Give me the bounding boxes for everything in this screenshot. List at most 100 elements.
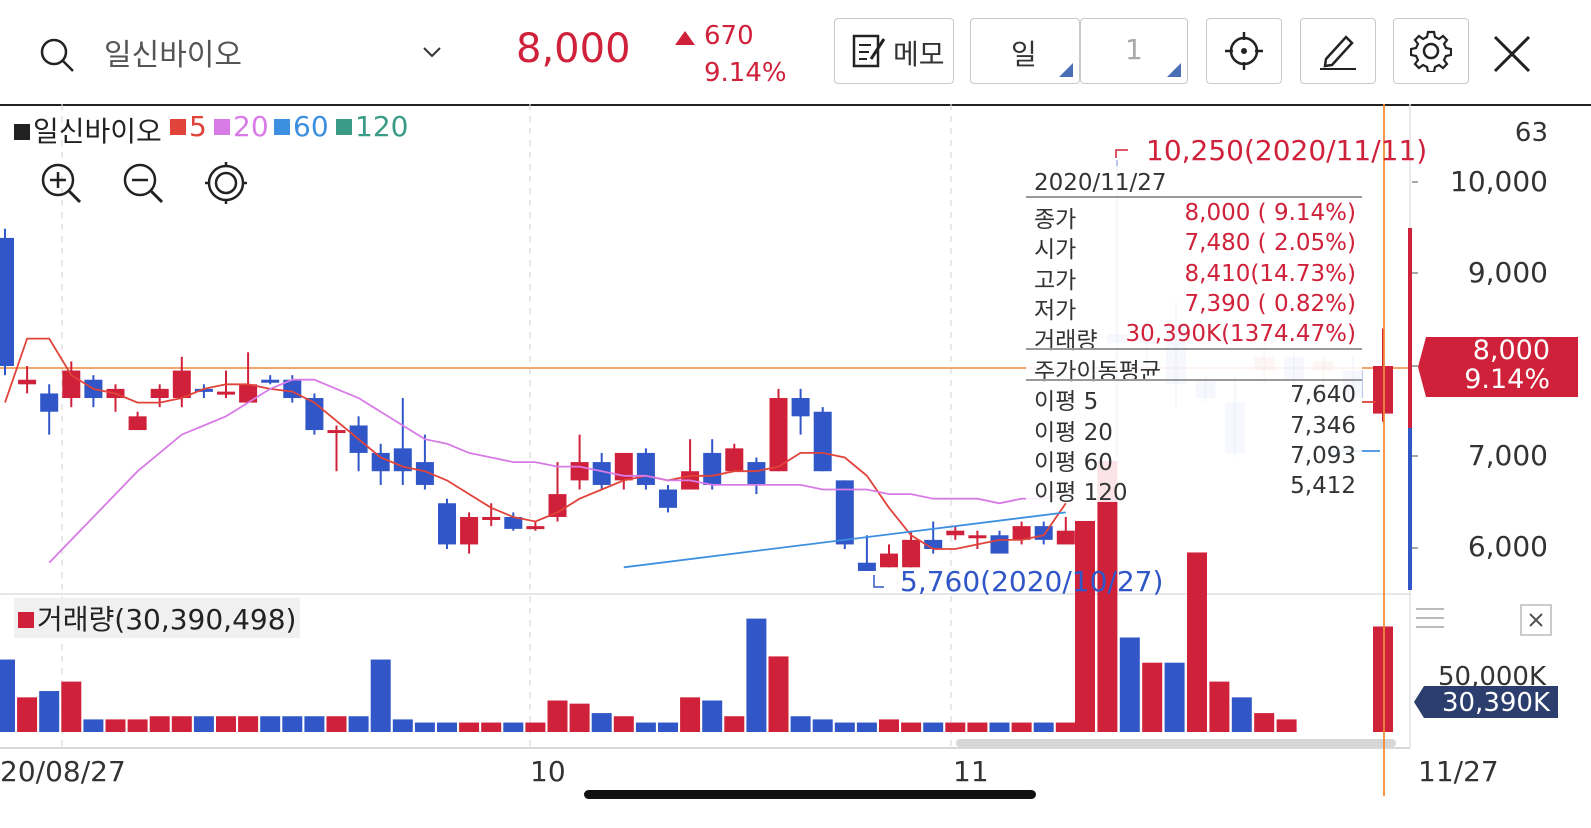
volume-bar — [724, 716, 745, 732]
volume-bar — [1276, 719, 1297, 732]
volume-bar — [1373, 626, 1393, 732]
zoom-out-icon[interactable] — [122, 162, 164, 204]
crosshair-button[interactable] — [1206, 18, 1282, 84]
candle-body — [415, 462, 434, 485]
volume-bar — [1075, 520, 1095, 732]
volume-bar — [370, 659, 391, 732]
period-unit-label: 일 — [1011, 38, 1037, 71]
ma5-line — [4, 337, 1067, 550]
drawing-button[interactable] — [1300, 18, 1376, 84]
close-panel-icon[interactable] — [1520, 604, 1552, 636]
candle-body — [128, 416, 147, 431]
period-unit-select[interactable]: 일 — [970, 18, 1080, 84]
volume-bar — [1142, 662, 1163, 732]
volume-bar — [1055, 722, 1076, 732]
reset-zoom-icon[interactable] — [204, 161, 248, 205]
legend-ma60-label: 60 — [293, 110, 329, 143]
candle-body — [482, 516, 501, 520]
tooltip-divider — [1026, 348, 1362, 350]
candle-body — [1034, 526, 1053, 540]
close-icon[interactable] — [1492, 34, 1532, 74]
tooltip-ma-row: 이평 120 5,412 — [1034, 473, 1356, 506]
volume-bar — [171, 716, 192, 732]
memo-button[interactable]: 메모 — [834, 18, 954, 84]
volume-legend: 거래량(30,390,498) — [14, 598, 301, 638]
legend-ma60: 60 — [274, 110, 329, 143]
volume-badge-shape — [1414, 686, 1558, 718]
candle-body — [946, 530, 965, 536]
period-count-select[interactable]: 1 — [1080, 18, 1188, 84]
candle-body — [769, 398, 788, 472]
volume-bar — [1231, 697, 1252, 732]
volume-legend-label: 거래량(30,390,498) — [37, 603, 297, 636]
candle-body — [0, 237, 14, 366]
volume-bar — [613, 716, 634, 732]
candle-body — [636, 452, 655, 485]
tooltip-date: 2020/11/27 — [1034, 170, 1167, 196]
candle-body — [327, 430, 346, 434]
candle-body — [172, 370, 191, 399]
candle-body — [40, 393, 59, 412]
settings-button[interactable] — [1393, 18, 1469, 84]
y-tick-label: 9,000 — [1467, 256, 1548, 289]
dropdown-corner-icon — [1059, 63, 1073, 77]
tooltip-ma-row: 이평 5 7,640 — [1034, 382, 1356, 415]
volume-bar — [392, 719, 413, 732]
zoom-in-icon[interactable] — [40, 162, 82, 204]
candle-body — [791, 398, 810, 417]
drag-handle-icon[interactable] — [1416, 606, 1444, 630]
volume-bar — [61, 681, 82, 732]
volume-bar — [746, 618, 767, 732]
tooltip-divider — [1026, 379, 1362, 381]
price-change: 670 — [704, 21, 754, 51]
y-tick-label: 6,000 — [1467, 530, 1548, 563]
volume-bar — [879, 719, 899, 732]
current-price: 8,000 — [516, 26, 631, 72]
candle-body — [460, 516, 479, 545]
x-tick-label: 11 — [953, 755, 989, 788]
volume-badge-value: 30,390K — [1441, 688, 1550, 718]
volume-bar — [1164, 662, 1185, 732]
volume-bar — [17, 697, 38, 732]
volume-bar — [1254, 713, 1275, 732]
volume-bar — [1097, 461, 1118, 732]
candle-body — [592, 462, 611, 485]
stock-name[interactable]: 일신바이오 — [104, 38, 242, 73]
candle-body — [747, 462, 766, 485]
candle-body — [990, 535, 1009, 554]
volume-bar — [414, 722, 435, 732]
candle-body — [504, 516, 523, 529]
volume-bar — [1187, 552, 1207, 732]
candle-body — [1012, 526, 1031, 540]
candle-body — [261, 379, 280, 383]
tooltip-row: 시가 7,480 ( 2.05%) — [1034, 230, 1356, 263]
high-annotation: 10,250(2020/11/11) — [1146, 134, 1428, 167]
chevron-down-icon[interactable] — [422, 46, 442, 60]
tooltip-key: 종가 — [1034, 207, 1077, 233]
tooltip-value: 5,412 — [1290, 473, 1356, 499]
tooltip-row: 거래량 30,390K(1374.47%) — [1034, 321, 1356, 354]
volume-bar — [658, 722, 678, 732]
candle-body — [1056, 530, 1075, 545]
tooltip-value: 8,410(14.73%) — [1184, 261, 1357, 287]
volume-bar — [348, 716, 369, 732]
price-change-pct: 9.14% — [704, 58, 787, 88]
candle-body — [659, 489, 677, 508]
volume-bar — [83, 719, 104, 732]
tooltip-key: 이평 60 — [1034, 450, 1113, 476]
memo-label: 메모 — [893, 38, 945, 71]
volume-bar — [923, 722, 944, 732]
tooltip-row: 종가 8,000 ( 9.14%) — [1034, 200, 1356, 233]
volume-bar — [459, 722, 480, 732]
candle-body — [526, 526, 545, 530]
home-indicator[interactable] — [584, 790, 1036, 799]
volume-bar — [635, 722, 656, 732]
candle-body — [813, 411, 832, 472]
candle-body — [857, 562, 876, 571]
search-icon[interactable] — [38, 36, 76, 74]
volume-bar — [680, 697, 701, 732]
volume-bar — [989, 722, 1010, 732]
volume-bar — [591, 713, 612, 732]
volume-bar — [437, 722, 457, 732]
tooltip-key: 이평 120 — [1034, 480, 1128, 506]
